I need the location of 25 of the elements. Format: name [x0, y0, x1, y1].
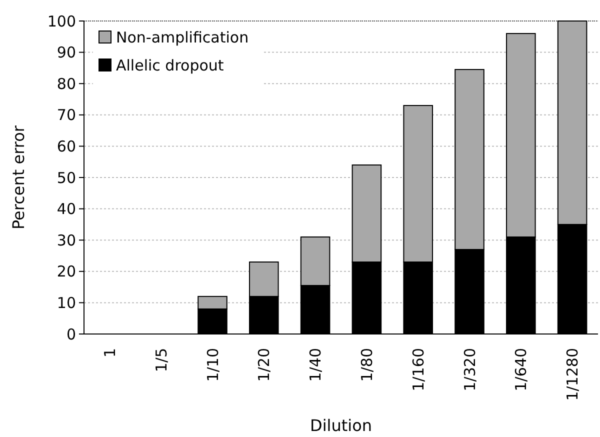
x-tick-label: 1/20 [255, 348, 274, 382]
x-axis-title: Dilution [310, 416, 372, 435]
y-axis-title: Percent error [9, 125, 28, 230]
x-tick-label: 1/160 [409, 348, 428, 392]
y-tick-label: 90 [56, 44, 76, 62]
y-tick-label: 50 [56, 168, 76, 187]
y-tick-label: 70 [56, 106, 76, 124]
y-tick-label: 20 [56, 262, 76, 281]
legend-label: Non-amplification [116, 28, 249, 46]
y-tick-label: 30 [56, 231, 76, 250]
legend-label: Allelic dropout [116, 56, 224, 74]
y-tick-label: 100 [47, 12, 76, 30]
y-tick-label: 60 [56, 137, 76, 156]
y-tick-label: 0 [66, 325, 76, 344]
x-tick-label: 1/40 [306, 348, 325, 382]
x-tick-label: 1/80 [358, 348, 376, 382]
x-tick-label: 1 [100, 348, 119, 358]
x-tick-label: 1/1280 [564, 348, 582, 401]
y-tick-label: 80 [56, 74, 76, 93]
x-tick-label: 1/5 [152, 348, 170, 372]
x-tick-label: 1/10 [204, 348, 222, 382]
x-tick-label: 1/320 [460, 348, 479, 392]
x-tick-label: 1/640 [512, 348, 530, 392]
y-tick-label: 40 [56, 200, 76, 218]
y-tick-label: 10 [56, 294, 76, 312]
